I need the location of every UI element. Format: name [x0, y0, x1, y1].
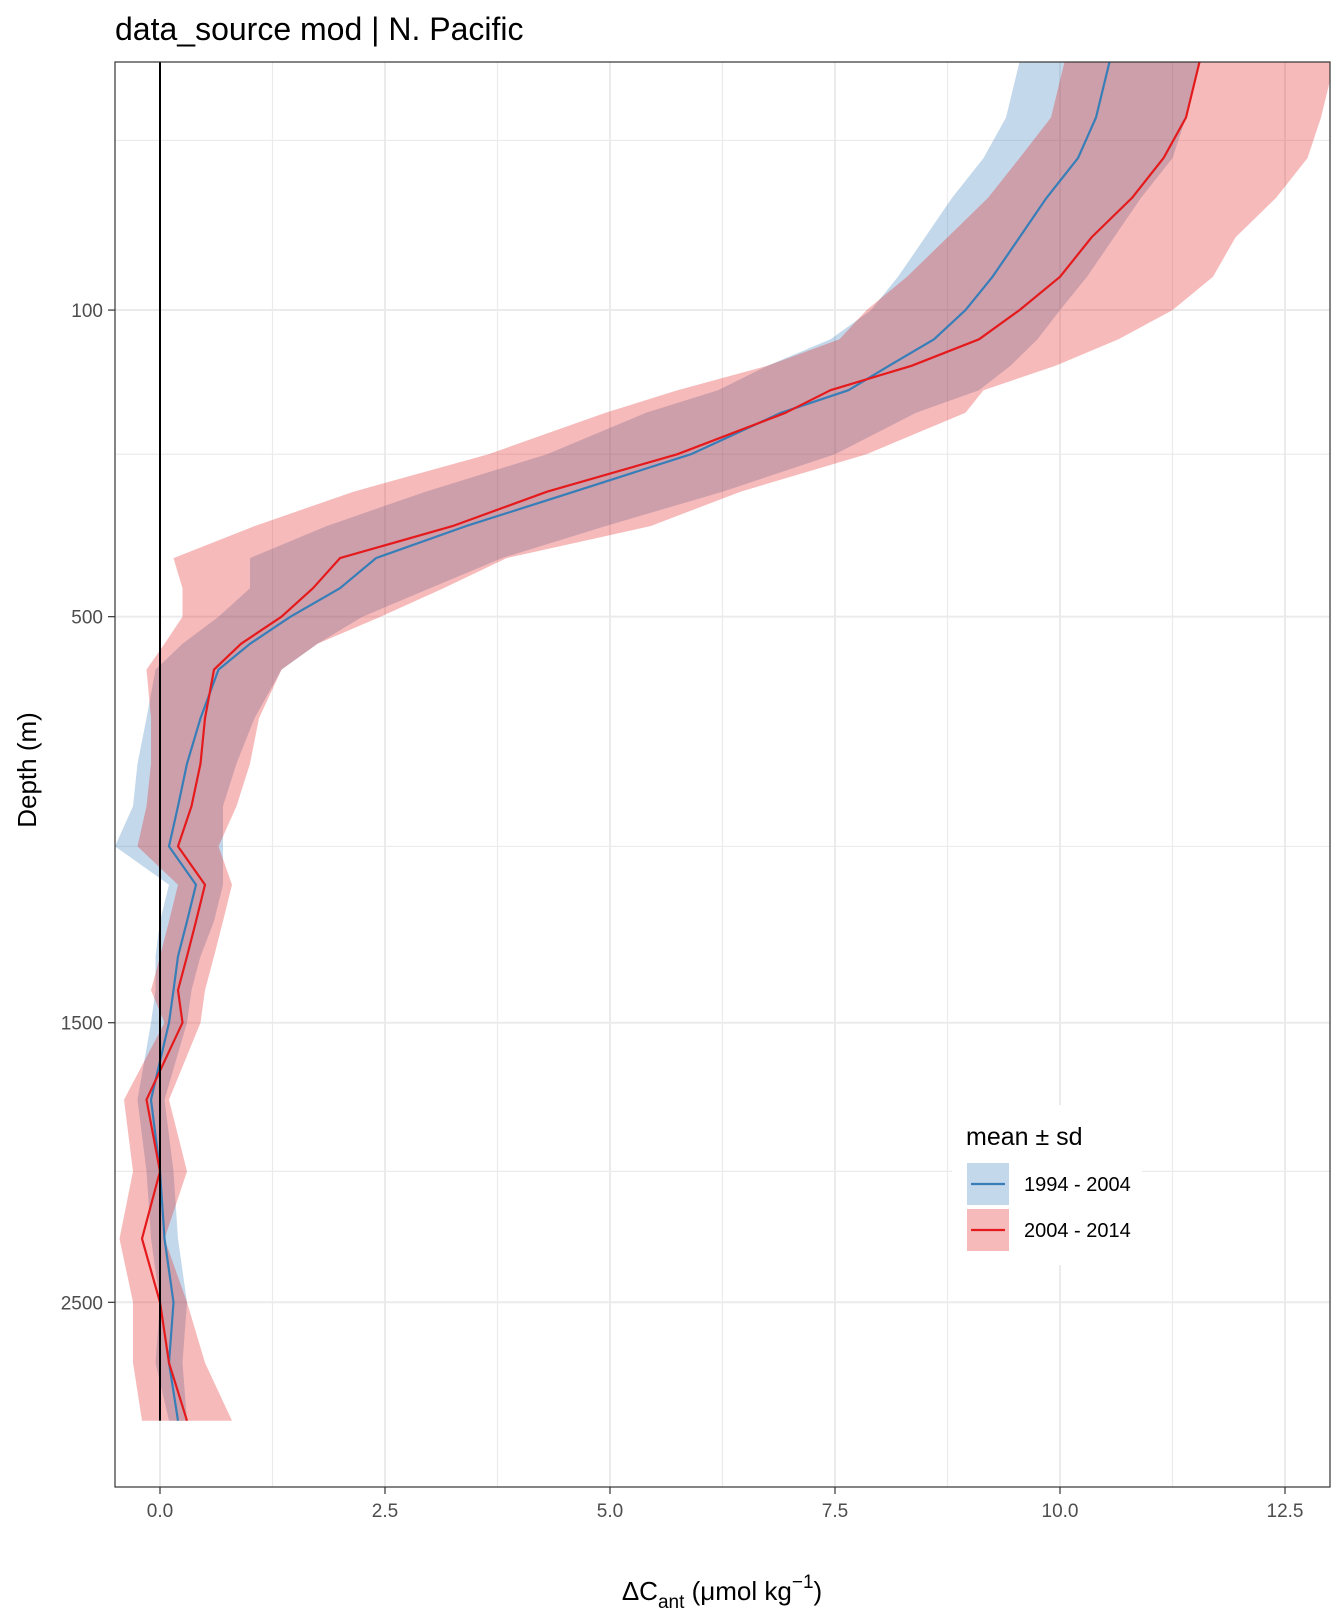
- x-axis-title-main: ΔC: [622, 1576, 658, 1606]
- chart-title: data_source mod | N. Pacific: [115, 11, 524, 47]
- sd-ribbon-series-1: [119, 62, 1330, 1421]
- y-axis: 100 500 1500 2500: [61, 301, 115, 1314]
- legend-label-0: 1994 - 2004: [1024, 1174, 1131, 1196]
- legend: mean ± sd 1994 - 2004 2004 - 2014: [952, 1105, 1142, 1265]
- y-tick-label-1: 500: [71, 608, 103, 629]
- x-tick-label-1: 2.5: [372, 1501, 398, 1522]
- x-tick-label-5: 12.5: [1267, 1501, 1304, 1522]
- y-axis-title: Depth (m): [12, 712, 42, 828]
- x-tick-label-3: 7.5: [822, 1501, 848, 1522]
- x-tick-label-4: 10.0: [1042, 1501, 1079, 1522]
- x-axis-title-subscript: ant: [658, 1592, 685, 1612]
- legend-title: mean ± sd: [966, 1123, 1083, 1151]
- x-tick-label-2: 5.0: [597, 1501, 623, 1522]
- sd-ribbon-series-0: [115, 62, 1200, 1421]
- x-axis: 0.0 2.5 5.0 7.5 10.0 12.5: [147, 1487, 1304, 1522]
- y-tick-label-0: 100: [71, 301, 103, 322]
- x-axis-title-unit: (μmol kg: [684, 1576, 791, 1606]
- legend-keys: 1994 - 2004 2004 - 2014: [967, 1163, 1131, 1251]
- x-axis-title-unit-close: ): [814, 1576, 823, 1606]
- x-tick-label-0: 0.0: [147, 1501, 173, 1522]
- y-tick-label-3: 2500: [61, 1293, 103, 1314]
- mean-line-series-1: [140, 62, 1201, 1422]
- panel-border: [114, 61, 1331, 1488]
- legend-label-1: 2004 - 2014: [1024, 1220, 1131, 1242]
- x-axis-title-superscript: −1: [792, 1572, 814, 1593]
- plot-panel: [114, 61, 1331, 1488]
- y-tick-label-2: 1500: [61, 1014, 103, 1035]
- x-axis-title: ΔCant (μmol kg−1): [622, 1572, 822, 1612]
- grid-minor: [115, 62, 1330, 1487]
